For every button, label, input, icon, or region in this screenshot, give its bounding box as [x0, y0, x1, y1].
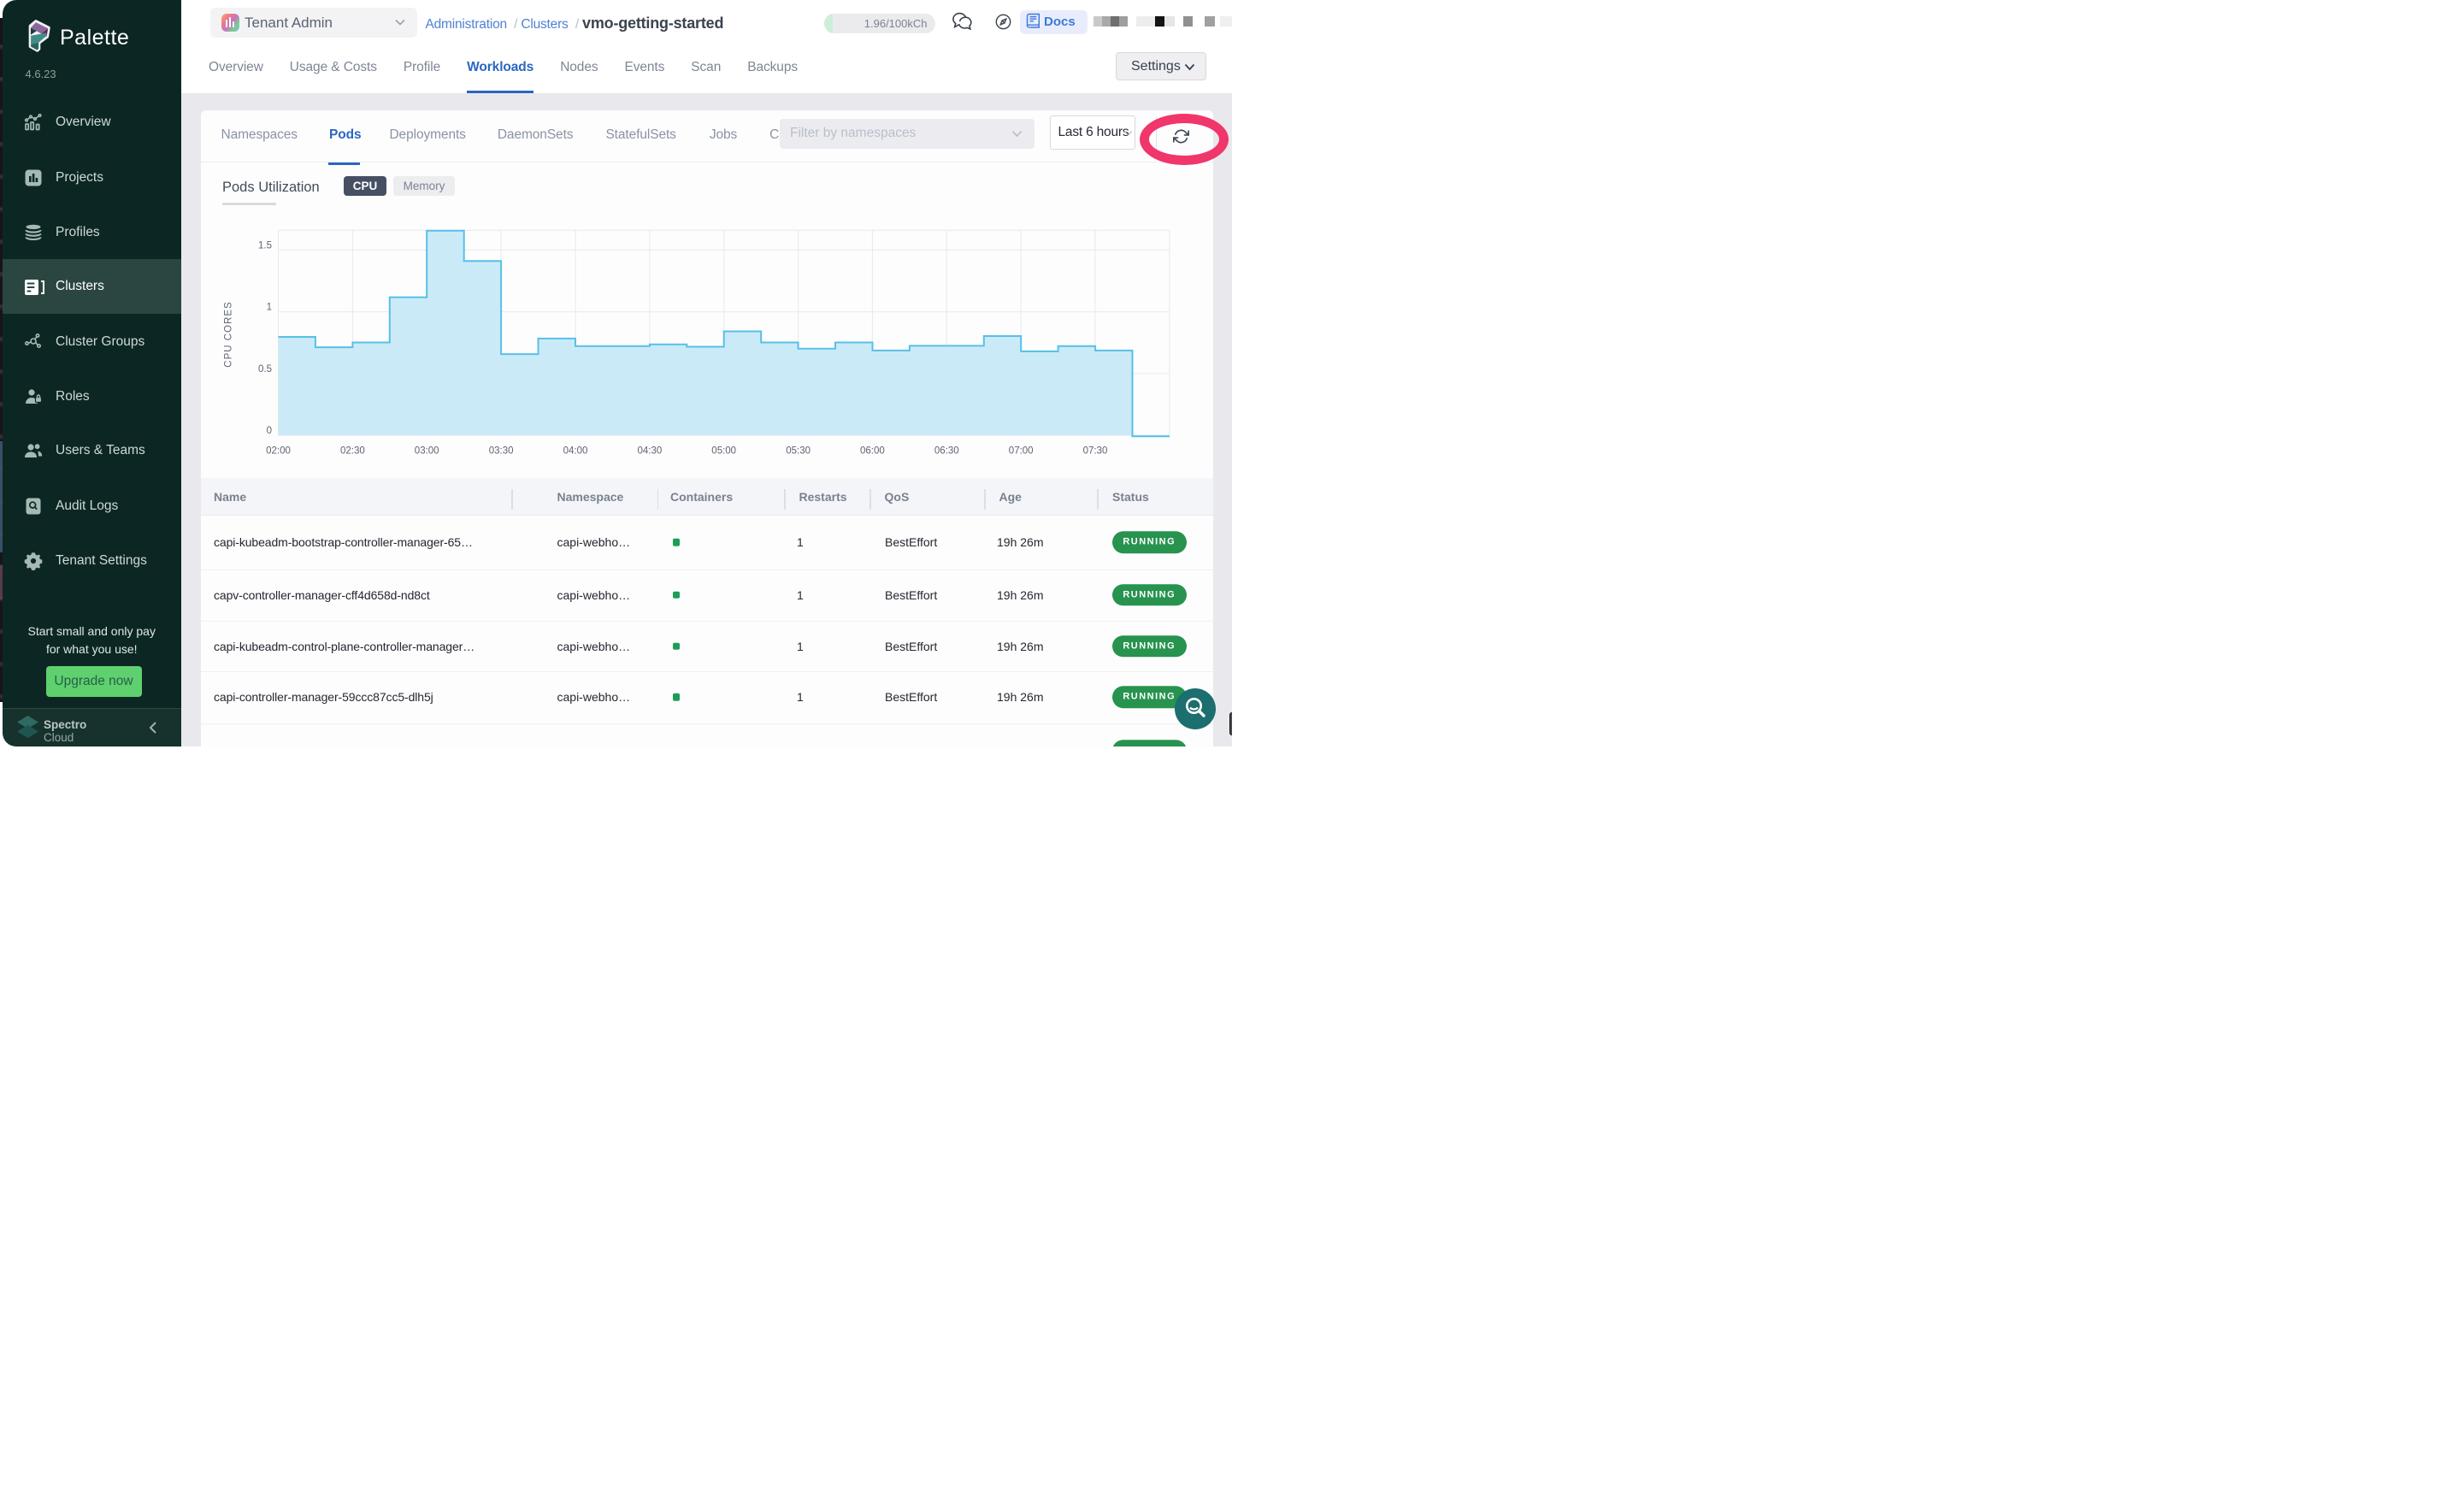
svg-text:07:00: 07:00 — [1009, 446, 1034, 456]
svg-text:1.5: 1.5 — [258, 240, 272, 251]
svg-text:06:00: 06:00 — [860, 446, 885, 456]
svg-text:CPU CORES: CPU CORES — [224, 301, 234, 367]
svg-text:05:30: 05:30 — [786, 446, 811, 456]
svg-text:0.5: 0.5 — [258, 363, 272, 374]
svg-text:05:00: 05:00 — [711, 446, 736, 456]
svg-text:07:30: 07:30 — [1083, 446, 1108, 456]
svg-text:03:30: 03:30 — [489, 446, 514, 456]
svg-text:04:30: 04:30 — [638, 446, 663, 456]
svg-text:1: 1 — [267, 302, 272, 312]
svg-text:02:00: 02:00 — [266, 446, 291, 456]
svg-text:03:00: 03:00 — [415, 446, 439, 456]
svg-text:02:30: 02:30 — [340, 446, 365, 456]
svg-text:04:00: 04:00 — [563, 446, 588, 456]
svg-text:0: 0 — [267, 426, 272, 436]
svg-text:06:30: 06:30 — [934, 446, 959, 456]
